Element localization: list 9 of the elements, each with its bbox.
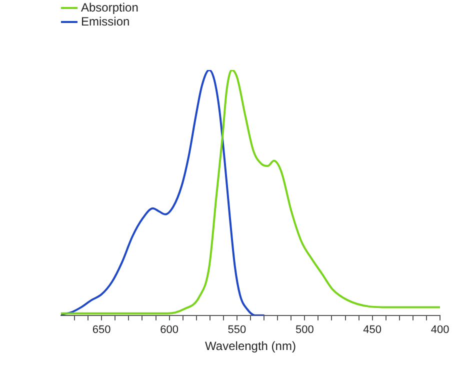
x-tick-label: 600 [160,324,178,336]
x-tick-label: 550 [228,324,246,336]
x-tick-label: 400 [430,324,450,336]
x-tick-label: 500 [295,324,314,336]
x-axis-title: Wavelength (nm) [205,339,296,354]
x-tick-label: 450 [363,324,382,336]
legend-label: Absorption [81,0,138,14]
x-tick-label: 650 [92,324,111,336]
legend-label: Emission [81,14,130,28]
